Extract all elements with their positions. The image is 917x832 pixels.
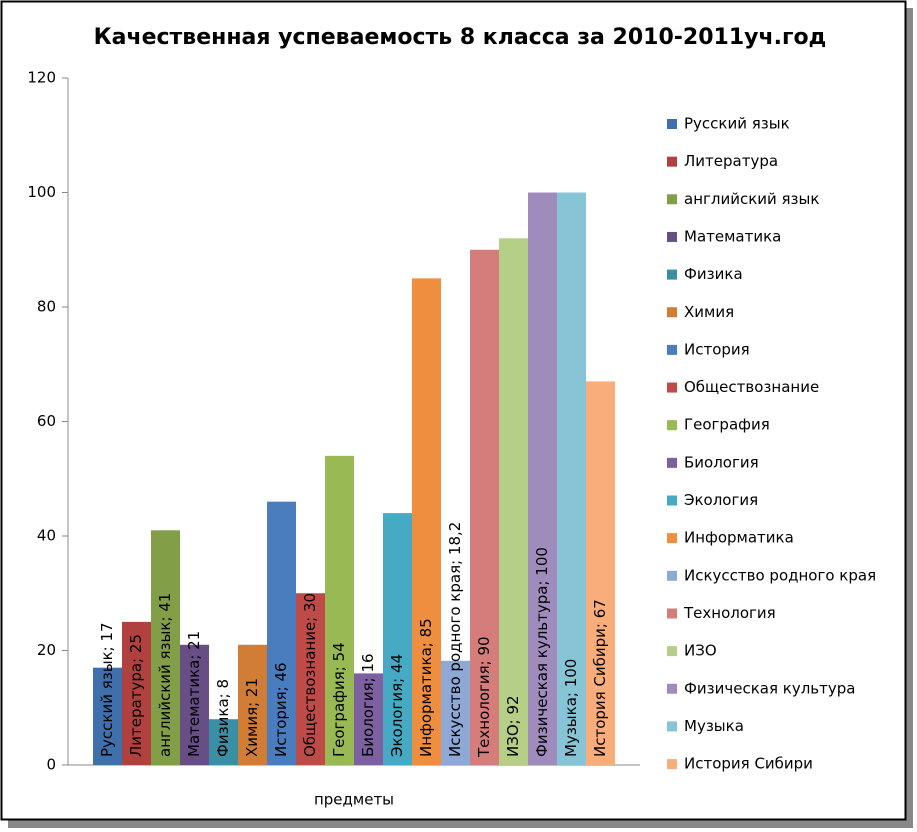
legend-label: Литература [684, 152, 778, 170]
bar [470, 249, 499, 765]
legend-label: История [684, 340, 750, 358]
chart-title: Качественная успеваемость 8 класса за 20… [94, 25, 827, 50]
y-tick-label: 40 [37, 527, 56, 545]
data-label: Физика; 8 [214, 679, 232, 757]
legend-label: ИЗО [684, 642, 717, 660]
data-label: Искусство родного края; 18,2 [446, 522, 464, 757]
legend-swatch [667, 156, 677, 167]
bar [325, 455, 354, 765]
legend-label: Искусство родного края [684, 566, 876, 584]
legend-swatch [667, 119, 677, 129]
legend-swatch [667, 495, 677, 506]
data-label: Технология; 90 [475, 636, 493, 758]
data-label: Русский язык; 17 [98, 622, 116, 757]
legend-swatch [667, 307, 677, 318]
bar [238, 644, 267, 765]
data-label: ИЗО; 92 [504, 695, 522, 757]
legend-swatch [667, 194, 677, 205]
legend-label: Русский язык [684, 115, 790, 133]
legend-swatch [667, 420, 677, 431]
bar [412, 278, 441, 765]
y-tick-label: 100 [27, 183, 56, 201]
legend-label: Информатика [684, 529, 794, 547]
legend-swatch [667, 533, 677, 544]
legend-swatch [667, 646, 677, 657]
y-tick-label: 80 [37, 298, 56, 316]
legend-label: Биология [684, 453, 759, 471]
legend-label: английский язык [684, 190, 819, 208]
legend-label: Химия [684, 303, 734, 321]
bar [528, 192, 557, 765]
legend-label: Физика [684, 265, 743, 283]
data-label: История Сибири; 67 [591, 599, 609, 757]
legend-swatch [667, 721, 677, 732]
data-label: Экология; 44 [388, 654, 406, 757]
data-label: Обществознание; 30 [301, 593, 319, 757]
data-label: Информатика; 85 [417, 618, 435, 757]
bar [151, 530, 180, 765]
legend-swatch [667, 269, 677, 280]
legend-swatch [667, 382, 677, 393]
y-tick-label: 120 [27, 69, 56, 87]
y-tick-label: 20 [37, 641, 56, 659]
bar [93, 667, 122, 765]
data-label: Литература; 25 [127, 634, 145, 757]
data-label: География; 54 [330, 642, 348, 757]
legend-swatch [667, 570, 677, 581]
data-label: английский язык; 41 [156, 593, 174, 757]
legend-label: Обществознание [684, 378, 819, 396]
legend-swatch [667, 608, 677, 619]
legend-swatch [667, 231, 677, 242]
legend-label: Музыка [684, 717, 744, 735]
bar [441, 660, 470, 765]
bar [296, 593, 325, 765]
bar [383, 513, 412, 765]
legend-label: Физическая культура [684, 679, 855, 697]
data-label: История; 46 [272, 662, 290, 757]
legend-swatch [667, 457, 677, 468]
bar [354, 673, 383, 765]
legend-swatch [667, 683, 677, 694]
legend-label: Экология [684, 491, 758, 509]
legend-label: История Сибири [684, 755, 813, 773]
x-tick-label: предметы [314, 791, 394, 809]
data-label: Химия; 21 [243, 678, 261, 757]
data-label: Математика; 21 [185, 631, 203, 757]
bar [209, 719, 238, 765]
bar [499, 238, 528, 766]
bar [586, 381, 615, 765]
data-label: Музыка; 100 [562, 659, 580, 757]
bar [557, 192, 586, 765]
legend-label: География [684, 416, 770, 434]
bar [122, 621, 151, 765]
legend-swatch [667, 759, 677, 770]
y-tick-label: 0 [46, 756, 56, 774]
bar [267, 501, 296, 765]
legend-label: Технология [683, 604, 776, 622]
legend-swatch [667, 344, 677, 355]
legend-label: Математика [684, 227, 781, 245]
data-label: Физическая культура; 100 [533, 547, 551, 757]
y-tick-label: 60 [37, 412, 56, 430]
bar [180, 644, 209, 765]
data-label: Биология; 16 [359, 653, 377, 757]
